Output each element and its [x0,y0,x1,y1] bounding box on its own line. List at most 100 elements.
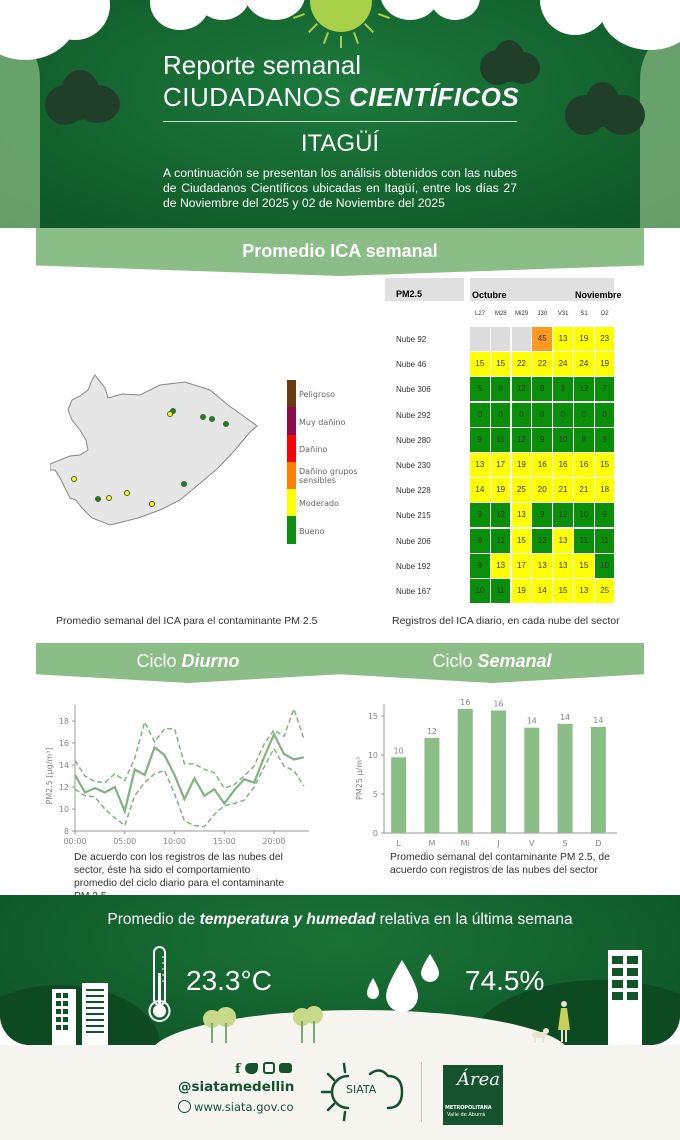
heatmap-row-label: Nube 192 [396,561,431,571]
heatmap-cell: 0 [490,402,511,427]
weather-title: Promedio de temperatura y humedad relati… [107,911,573,928]
heatmap-cell: 12 [574,377,594,402]
map-point-marker [223,421,229,427]
legend-label: Dañino [299,445,328,454]
map-caption: Promedio semanal del ICA para el contami… [56,615,318,627]
heatmap-cell: 13 [490,553,511,578]
report-title: Reporte semanal [163,50,361,80]
map-point-marker [181,481,187,487]
buildings-icon [52,983,108,1045]
tree-icon [203,1007,236,1043]
svg-text:L: L [396,839,401,848]
heatmap-column-header: L27 [474,311,485,317]
social-handle[interactable]: @siatamedellin [178,1079,295,1095]
ica-legend-bar [287,380,296,544]
heatmap-cell: 15 [553,579,573,603]
heatmap-cell: 19 [574,327,594,351]
heatmap-cell: 9 [470,503,490,528]
report-subtitle: CIUDADANOS CIENTÍFICOS [163,82,520,112]
humidity-drops-icon [367,954,439,1012]
heatmap-column-header: S1 [580,311,588,317]
heatmap-cell: 16 [574,453,594,477]
heatmap-cell: 23 [594,327,615,351]
heatmap-row-label: Nube 167 [396,587,431,596]
heatmap-cell: 15 [490,352,511,377]
heatmap-row-label: Nube 92 [396,335,427,344]
table-caption: Registros del ICA diario, en cada nube d… [392,615,620,627]
svg-text:16: 16 [460,698,470,707]
heatmap-row-label: Nube 228 [396,486,431,496]
svg-text:V: V [529,839,535,848]
heatmap-cell [490,327,511,351]
svg-text:00:00: 00:00 [63,837,86,846]
twitter-icon[interactable] [245,1063,259,1074]
heatmap-cell: 13 [553,327,573,351]
svg-text:5: 5 [373,790,378,799]
heatmap-month-header [470,278,614,301]
heatmap-cell: 9 [532,427,553,452]
heatmap-cell: 12 [511,377,532,402]
heatmap-cell: 24 [553,352,573,377]
map-point-marker [167,411,173,417]
legend-label: Muy dañino [299,418,346,427]
heatmap-cell: 22 [532,352,553,377]
heatmap-row-label: Nube 306 [396,385,431,395]
svg-text:14: 14 [527,717,537,726]
heatmap-cell: 25 [511,478,532,503]
header-divider [163,121,517,122]
city-name: ITAGÜÍ [300,130,380,157]
svg-text:14: 14 [59,761,69,770]
svg-text:14: 14 [593,716,603,725]
footer-divider [421,1062,422,1122]
svg-text:10: 10 [368,751,378,760]
heatmap-cell: 9 [594,503,615,528]
area-metropolitana-logo: Área METROPOLITANA Valle de Aburrá [443,1065,503,1125]
section-banner-ica: Promedio ICA semanal [36,228,644,276]
svg-text:12: 12 [59,783,69,792]
svg-text:16: 16 [493,700,503,709]
legend-label: Dañino grupos sensibles [299,467,358,485]
heatmap-cell: 0 [594,402,615,427]
weather-section: Promedio de temperatura y humedad relati… [0,895,680,1045]
heatmap-cell: 19 [594,352,615,377]
heatmap-cell: 15 [511,528,532,553]
heatmap-cell: 7 [594,377,615,402]
heatmap-cell: 0 [574,402,594,427]
heatmap-cell: 11 [490,579,511,603]
svg-text:J: J [496,839,499,848]
heatmap-row-label: Nube 230 [396,461,431,470]
heatmap-cell: 9 [470,427,490,452]
report-header: Reporte semanal CIUDADANOS CIENTÍFICOS I… [0,0,680,228]
youtube-icon[interactable] [279,1063,293,1073]
heatmap-cell: 8 [574,427,594,452]
heatmap-cell: 11 [594,528,615,553]
heatmap-cell: 12 [553,503,573,528]
heatmap-cell: 13 [553,528,573,553]
heatmap-cell: 20 [532,478,553,503]
svg-text:15:00: 15:00 [213,837,236,846]
heatmap-row-label: Nube 292 [396,410,431,420]
section-banner-diurno: Ciclo Diurno [36,643,340,683]
heatmap-cell: 9 [594,427,615,452]
heatmap-cell: 24 [574,352,594,377]
heatmap-cell: 13 [511,503,532,528]
facebook-icon[interactable]: f [235,1062,241,1077]
siata-logo-text: SIATA [346,1083,377,1096]
sun-icon [310,0,372,32]
heatmap-column-header: D2 [600,311,609,317]
instagram-icon[interactable] [262,1062,275,1074]
map-point-marker [124,490,130,496]
weekly-bar-chart: 0 5 10 15 PM25 μ/m³ 10 L 12 M 16 Mi 16 J 14 V 14 S 14 D [355,698,617,848]
diurnal-line-chart: 8 10 12 14 16 18 00:00 05:00 10:00 15:00 20:00 PM2.… [45,704,309,846]
heatmap-cell: 9 [553,377,573,402]
heatmap-cell: 17 [511,553,532,578]
heatmap-cell: 0 [532,402,553,427]
heatmap-cell: 10 [574,503,594,528]
website-link[interactable]: www.siata.gov.co [178,1100,294,1114]
svg-text:10:00: 10:00 [163,837,186,846]
legend-label: Peligroso [299,390,336,399]
tree-icon [293,1006,323,1043]
month-label-noviembre: Noviembre [575,290,622,300]
svg-text:15: 15 [368,712,378,721]
svg-text:M: M [428,839,435,848]
